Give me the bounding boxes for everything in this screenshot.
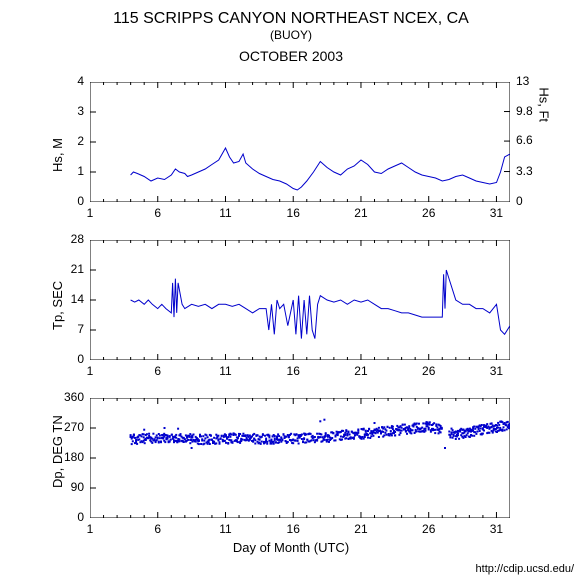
tp-series [131, 270, 510, 339]
ytick-left: 28 [54, 232, 84, 246]
station-subtitle: (BUOY) [0, 28, 582, 42]
xtick: 31 [484, 364, 508, 378]
xtick: 6 [146, 206, 170, 220]
ylabel-left-dp: Dp, DEG TN [50, 415, 65, 488]
ylabel-left-hs: Hs, M [50, 138, 65, 172]
xtick: 31 [484, 522, 508, 536]
xtick: 21 [349, 206, 373, 220]
xtick: 11 [213, 206, 237, 220]
xtick: 16 [281, 522, 305, 536]
panel-tp: 07142128161116212631Tp, SEC [90, 240, 510, 360]
ytick-right: 6.6 [516, 133, 546, 147]
chart-month: OCTOBER 2003 [0, 48, 582, 64]
xtick: 11 [213, 364, 237, 378]
xtick: 11 [213, 522, 237, 536]
ytick-left: 3 [54, 104, 84, 118]
panel-dp: 090180270360161116212631Dp, DEG TN [90, 398, 510, 518]
ytick-left: 4 [54, 74, 84, 88]
ytick-right: 13 [516, 74, 546, 88]
ylabel-left-tp: Tp, SEC [50, 281, 65, 330]
panel-hs: 0123403.36.69.813161116212631Hs, MHs, Ft [90, 82, 510, 202]
xtick: 16 [281, 364, 305, 378]
xtick: 26 [417, 364, 441, 378]
xtick: 6 [146, 522, 170, 536]
ytick-right: 3.3 [516, 164, 546, 178]
station-title: 115 SCRIPPS CANYON NORTHEAST NCEX, CA [0, 10, 582, 28]
xtick: 26 [417, 206, 441, 220]
ytick-right: 0 [516, 194, 546, 208]
source-url: http://cdip.ucsd.edu/ [476, 563, 574, 575]
ytick-left: 21 [54, 262, 84, 276]
xtick: 21 [349, 364, 373, 378]
xtick: 21 [349, 522, 373, 536]
panel-svg-dp [90, 398, 510, 518]
xtick: 31 [484, 206, 508, 220]
panel-svg-hs [90, 82, 510, 202]
xtick: 1 [78, 206, 102, 220]
xtick: 6 [146, 364, 170, 378]
xtick: 16 [281, 206, 305, 220]
panel-svg-tp [90, 240, 510, 360]
xtick: 1 [78, 364, 102, 378]
xtick: 1 [78, 522, 102, 536]
hs-series [131, 148, 510, 190]
ylabel-right-hs: Hs, Ft [537, 87, 552, 122]
x-axis-title: Day of Month (UTC) [0, 540, 582, 555]
xtick: 26 [417, 522, 441, 536]
dp-series [130, 419, 510, 449]
chart-header: 115 SCRIPPS CANYON NORTHEAST NCEX, CA (B… [0, 0, 582, 64]
ytick-left: 360 [54, 390, 84, 404]
